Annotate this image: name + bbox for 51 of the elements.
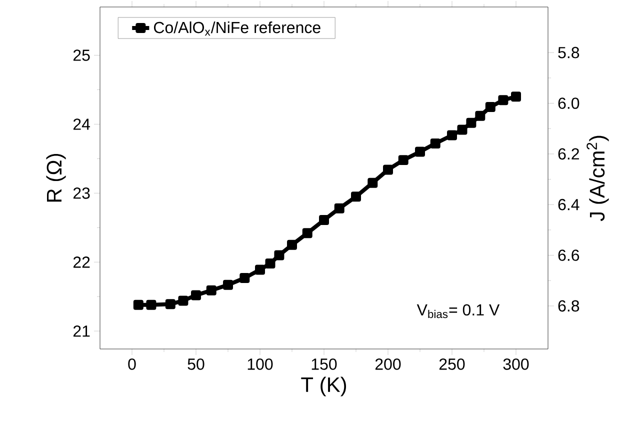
point: [383, 164, 393, 175]
x-tick-label: 50: [188, 358, 204, 370]
x-tick-label: 100: [248, 358, 273, 370]
point: [223, 280, 234, 290]
point: [165, 299, 176, 310]
x-tick-label: 250: [439, 358, 465, 370]
point: [334, 203, 344, 214]
point: [240, 272, 250, 283]
y2-tick-label: 6.4: [558, 198, 580, 210]
point: [475, 110, 486, 121]
point: [133, 300, 144, 310]
point: [466, 118, 476, 128]
x-tick-label: 200: [375, 358, 401, 370]
y2-tick-label: 6.0: [558, 98, 580, 109]
point: [191, 290, 202, 300]
annotation: V$_{bias}$= 0.1 V: [416, 304, 500, 318]
point: [287, 240, 298, 250]
y2-tick-label: 5.8: [558, 46, 580, 58]
point: [206, 285, 216, 296]
point: [302, 228, 312, 238]
point: [146, 300, 156, 310]
point: [368, 178, 378, 188]
point: [485, 102, 496, 112]
point: [351, 192, 361, 202]
x-tick-label: 150: [312, 358, 337, 370]
y2-tick-label: 6.2: [558, 148, 579, 160]
point: [178, 296, 188, 306]
y-tick-label: 24: [73, 118, 90, 130]
point: [498, 95, 508, 106]
y-tick-label: 25: [73, 50, 90, 61]
x-tick-label: 300: [503, 358, 529, 370]
point: [457, 124, 468, 135]
y-tick-label: 23: [73, 188, 90, 199]
legend-label: Co/AlO$_{x}$/NiFe reference: [154, 21, 320, 36]
y2-tick-label: 6.6: [558, 250, 580, 261]
point: [430, 138, 440, 149]
point: [274, 250, 284, 260]
y2-axis-title: J (A/cm$^{2}$): [586, 136, 609, 222]
point: [265, 258, 276, 268]
x-tick-label: 0: [128, 358, 136, 370]
x-axis-title: T (K): [301, 376, 346, 396]
point: [319, 215, 329, 226]
point: [398, 155, 408, 166]
point: [511, 92, 521, 102]
y-tick-label: 21: [73, 325, 90, 337]
point: [255, 264, 265, 275]
point: [447, 130, 457, 140]
y2-tick-label: 6.8: [558, 300, 580, 312]
y-tick-label: 22: [73, 256, 90, 268]
point: [415, 146, 425, 157]
y-axis-title: R (Ω): [46, 154, 66, 202]
